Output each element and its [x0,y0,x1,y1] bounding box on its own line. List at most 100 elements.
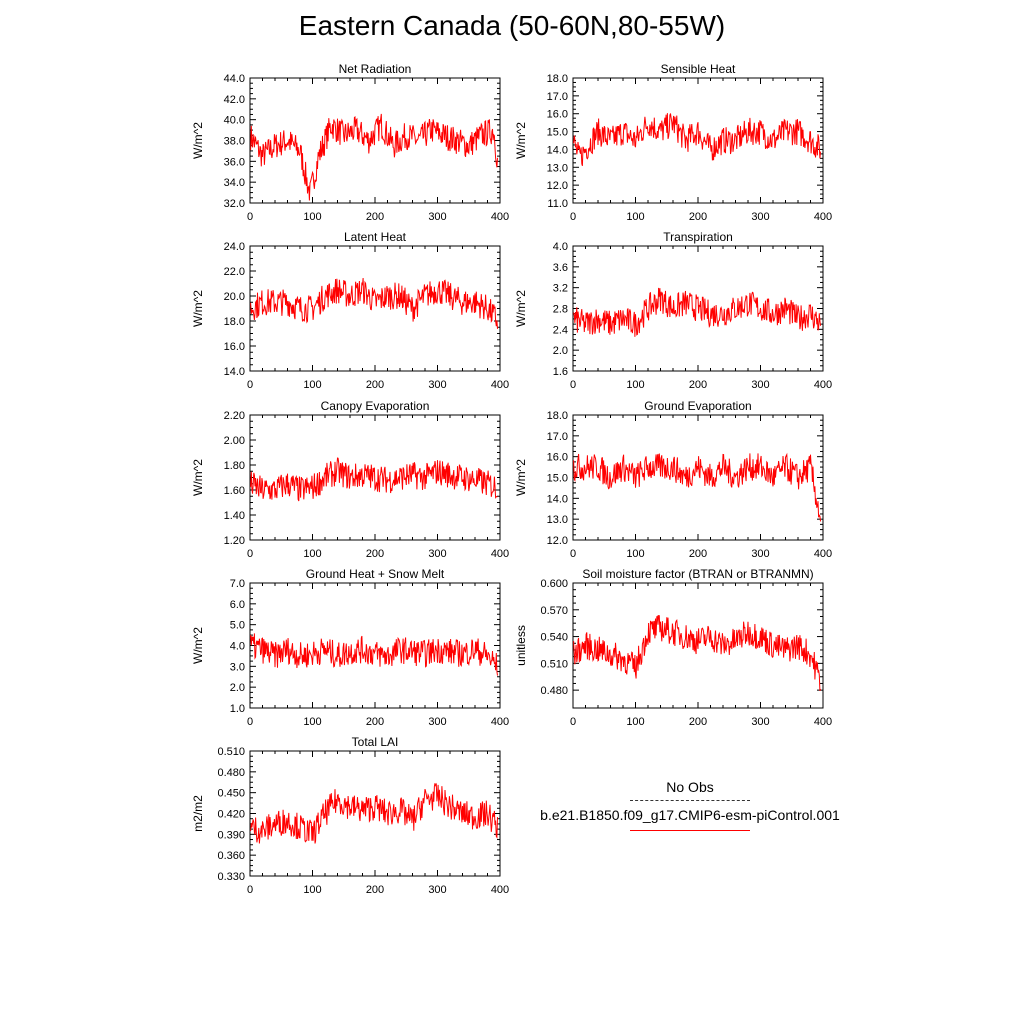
y-axis-label: W/m^2 [191,459,205,496]
x-tick-label: 400 [491,379,509,391]
y-tick-label: 13.0 [547,162,568,174]
y-tick-label: 0.420 [217,809,245,821]
x-tick-label: 0 [570,379,576,391]
x-tick-label: 300 [428,548,446,560]
chart-panel-4: Transpiration W/m^2 0 100 200 300 400 1.6 2.0 2.4… [514,230,832,391]
x-tick-label: 400 [814,548,832,560]
figure-title: Eastern Canada (50-60N,80-55W) [298,10,726,41]
y-tick-label: 0.450 [217,788,245,800]
y-tick-label: 2.0 [230,682,245,694]
y-axis-label: W/m^2 [191,290,205,327]
panel-title: Soil moisture factor (BTRAN or BTRANMN) [582,567,813,581]
series-line [573,113,821,166]
x-tick-label: 300 [751,548,769,560]
x-tick-label: 200 [366,884,384,896]
x-tick-label: 200 [366,211,384,223]
y-tick-label: 11.0 [547,198,568,210]
series-line [250,113,498,201]
y-tick-label: 12.0 [547,535,568,547]
panel-title: Canopy Evaporation [321,399,430,413]
y-tick-label: 0.390 [217,829,245,841]
x-tick-label: 100 [303,716,321,728]
y-tick-label: 2.4 [553,324,568,336]
x-tick-label: 0 [247,716,253,728]
x-tick-label: 100 [303,211,321,223]
y-axis-label: W/m^2 [514,290,528,327]
chart-panel-9: Total LAI m2/m2 0 100 200 300 400 0.330 0.360 0.3… [191,735,509,896]
y-tick-label: 2.00 [224,435,245,447]
x-tick-label: 100 [626,379,644,391]
x-tick-label: 200 [366,548,384,560]
x-tick-label: 300 [751,379,769,391]
x-tick-label: 200 [366,379,384,391]
x-tick-label: 100 [626,548,644,560]
y-axis-label: unitless [514,625,528,666]
y-tick-label: 18.0 [547,73,568,85]
plot-frame [572,77,824,204]
y-tick-label: 2.0 [553,345,568,357]
x-tick-label: 0 [247,548,253,560]
y-tick-label: 16.0 [224,341,245,353]
y-tick-label: 3.6 [553,262,568,274]
y-tick-label: 0.480 [217,767,245,779]
x-tick-label: 400 [491,884,509,896]
y-tick-label: 14.0 [224,366,245,378]
y-axis-label: W/m^2 [191,627,205,664]
y-tick-label: 4.0 [553,241,568,253]
y-tick-label: 7.0 [230,578,245,590]
x-tick-label: 100 [303,379,321,391]
y-tick-label: 15.0 [547,473,568,485]
x-tick-label: 300 [751,211,769,223]
y-tick-label: 12.0 [547,180,568,192]
y-tick-label: 40.0 [224,115,245,127]
x-tick-label: 400 [814,379,832,391]
y-tick-label: 36.0 [224,156,245,168]
y-tick-label: 1.6 [553,366,568,378]
x-tick-label: 200 [366,716,384,728]
y-axis-label: m2/m2 [191,795,205,832]
panel-title: Net Radiation [339,62,412,76]
legend-obs-line [630,800,750,801]
x-tick-label: 300 [428,379,446,391]
x-tick-label: 0 [570,548,576,560]
chart-panel-5: Canopy Evaporation W/m^2 0 100 200 300 400 1.20… [191,399,509,560]
y-tick-label: 0.570 [540,605,568,617]
y-tick-label: 1.20 [224,535,245,547]
y-tick-label: 5.0 [230,620,245,632]
y-tick-label: 0.510 [217,746,245,758]
y-tick-label: 44.0 [224,73,245,85]
panel-title: Ground Heat + Snow Melt [306,567,445,581]
panel-title: Transpiration [663,230,733,244]
series-line [250,457,498,502]
chart-panel-6: Ground Evaporation W/m^2 0 100 200 300 400 12.0… [514,399,832,560]
x-tick-label: 0 [570,211,576,223]
x-tick-label: 100 [626,716,644,728]
x-tick-label: 0 [247,379,253,391]
series-line [573,287,821,337]
x-tick-label: 100 [626,211,644,223]
y-tick-label: 18.0 [547,410,568,422]
series-line [573,452,821,522]
y-axis-label: W/m^2 [514,122,528,159]
y-tick-label: 0.480 [540,685,568,697]
y-tick-label: 2.20 [224,410,245,422]
y-tick-label: 20.0 [224,291,245,303]
x-tick-label: 100 [303,548,321,560]
x-tick-label: 300 [428,716,446,728]
panel-title: Total LAI [352,735,399,749]
y-tick-label: 3.0 [230,661,245,673]
series-line [250,633,498,676]
y-tick-label: 6.0 [230,599,245,611]
legend-run-line [630,830,750,831]
y-tick-label: 0.330 [217,871,245,883]
panel-title: Ground Evaporation [644,399,751,413]
y-tick-label: 0.360 [217,850,245,862]
chart-panel-3: Latent Heat W/m^2 0 100 200 300 400 14.0 16.0 18.… [191,230,509,391]
x-tick-label: 200 [689,716,707,728]
y-tick-label: 32.0 [224,198,245,210]
x-tick-label: 0 [570,716,576,728]
y-tick-label: 4.0 [230,641,245,653]
y-tick-label: 1.60 [224,485,245,497]
y-tick-label: 16.0 [547,452,568,464]
